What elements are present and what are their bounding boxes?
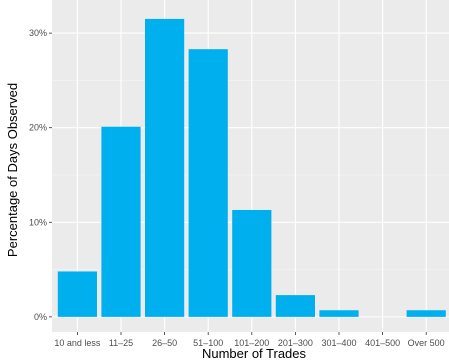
y-axis: 0% 10% 20% 30% (29, 28, 52, 322)
x-tick-label: 26–50 (152, 338, 177, 348)
y-tick-label: 0% (34, 312, 47, 322)
bar (101, 126, 141, 317)
x-tick-label: 11–25 (109, 338, 133, 348)
bars (57, 18, 446, 317)
x-axis-title: Number of Trades (202, 346, 307, 361)
bar (232, 209, 272, 317)
bar (275, 295, 315, 317)
x-axis: 10 and less 11–25 26–50 51–100 101–200 201–30… (54, 332, 445, 348)
bar (57, 271, 97, 317)
x-tick-label: 10 and less (54, 338, 101, 348)
y-tick-label: 30% (29, 28, 47, 38)
y-tick-label: 10% (29, 217, 47, 227)
x-tick-label: 51–100 (193, 338, 223, 348)
x-tick-label: 101–200 (234, 338, 269, 348)
x-tick-label: 401–500 (365, 338, 400, 348)
bar (406, 310, 446, 317)
y-axis-title: Percentage of Days Observed (5, 83, 20, 257)
x-tick-label: Over 500 (408, 338, 445, 348)
y-tick-label: 20% (29, 123, 47, 133)
x-tick-label: 201–300 (278, 338, 313, 348)
bar (188, 49, 228, 317)
bar (319, 310, 359, 317)
x-tick-label: 301–400 (321, 338, 356, 348)
bar (145, 18, 185, 317)
